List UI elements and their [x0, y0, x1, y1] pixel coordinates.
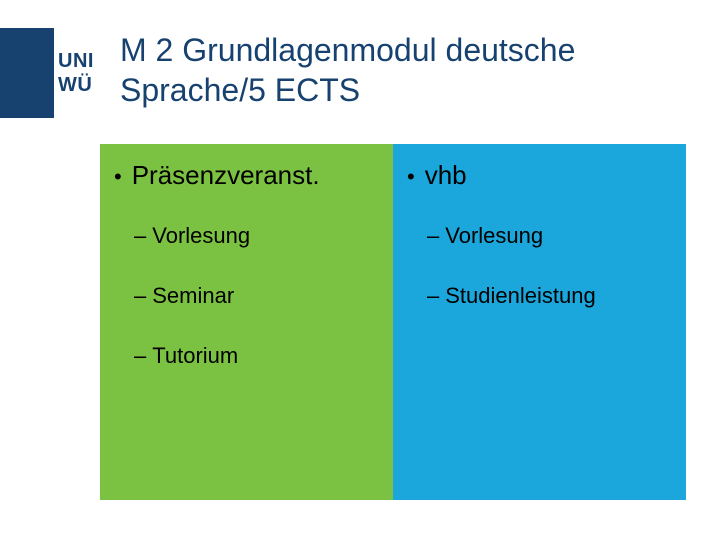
- panel-right: • vhb –Vorlesung –Studienleistung: [393, 144, 686, 500]
- list-item: –Vorlesung: [427, 223, 672, 249]
- panel-left-header-text: Präsenzveranst.: [132, 160, 320, 191]
- logo-line-1: UNI: [58, 49, 94, 73]
- panel-left-header: • Präsenzveranst.: [114, 160, 379, 191]
- dash-icon: –: [427, 283, 439, 309]
- content-panels: • Präsenzveranst. –Vorlesung –Seminar –T…: [100, 144, 686, 500]
- header-logo-block: UNI WÜ: [0, 28, 110, 118]
- logo-blue-block: [0, 28, 54, 118]
- panel-right-header-text: vhb: [425, 160, 467, 191]
- panel-right-header: • vhb: [407, 160, 672, 191]
- dash-icon: –: [427, 223, 439, 249]
- panel-left-item-0: Vorlesung: [152, 223, 250, 249]
- bullet-icon: •: [114, 166, 122, 188]
- list-item: –Vorlesung: [134, 223, 379, 249]
- dash-icon: –: [134, 223, 146, 249]
- dash-icon: –: [134, 343, 146, 369]
- panel-left: • Präsenzveranst. –Vorlesung –Seminar –T…: [100, 144, 393, 500]
- panel-left-item-1: Seminar: [152, 283, 234, 309]
- list-item: –Tutorium: [134, 343, 379, 369]
- dash-icon: –: [134, 283, 146, 309]
- panel-right-item-0: Vorlesung: [445, 223, 543, 249]
- list-item: –Studienleistung: [427, 283, 672, 309]
- logo-line-2: WÜ: [58, 73, 92, 97]
- bullet-icon: •: [407, 166, 415, 188]
- list-item: –Seminar: [134, 283, 379, 309]
- panel-right-items: –Vorlesung –Studienleistung: [407, 223, 672, 309]
- panel-right-item-1: Studienleistung: [445, 283, 595, 309]
- slide: UNI WÜ M 2 Grundlagenmodul deutsche Spra…: [0, 0, 720, 540]
- slide-title: M 2 Grundlagenmodul deutsche Sprache/5 E…: [120, 30, 680, 110]
- panel-left-items: –Vorlesung –Seminar –Tutorium: [114, 223, 379, 369]
- panel-left-item-2: Tutorium: [152, 343, 238, 369]
- university-logo: UNI WÜ: [54, 28, 110, 118]
